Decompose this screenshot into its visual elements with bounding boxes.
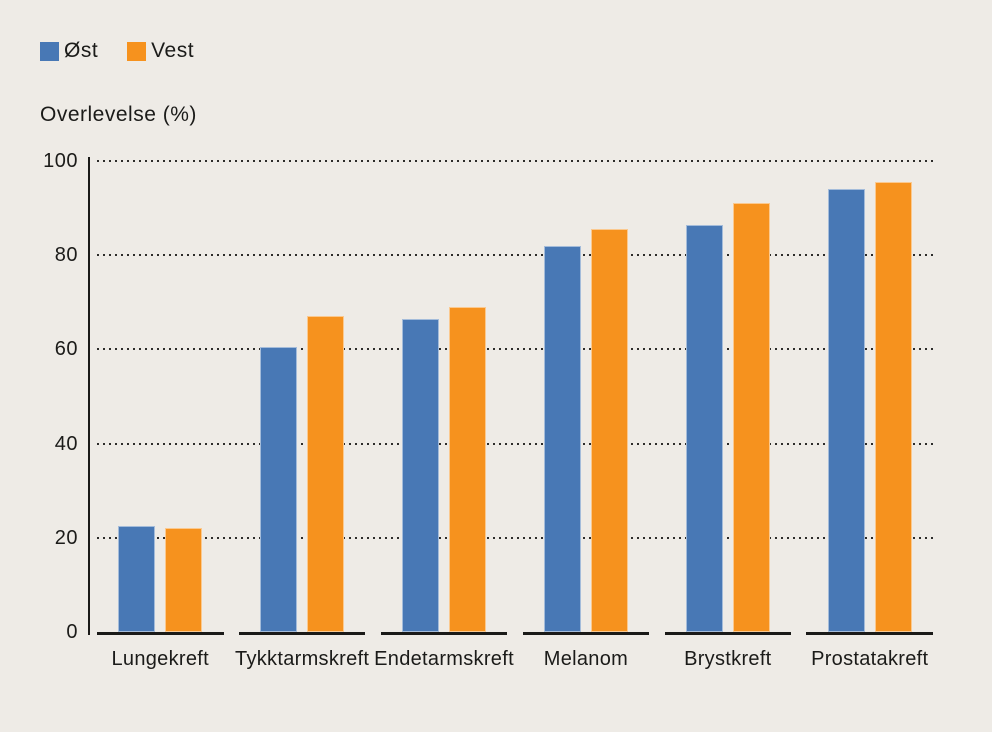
category-label-prostatakreft: Prostatakreft xyxy=(811,648,929,670)
bar-øst-prostatakreft xyxy=(827,189,865,632)
legend-item-ost: Øst xyxy=(40,39,98,63)
bar-group-lungekreft: Lungekreft xyxy=(97,161,224,670)
bar-group-endetarmskreft: Endetarmskreft xyxy=(374,161,514,670)
category-label-brystkreft: Brystkreft xyxy=(684,648,772,670)
bar-vest-tykktarmskreft xyxy=(307,316,345,632)
y-tick-100: 100 xyxy=(43,150,78,172)
category-label-lungekreft: Lungekreft xyxy=(111,648,210,670)
y-axis-title: Overlevelse (%) xyxy=(40,103,197,126)
bar-øst-brystkreft xyxy=(685,224,723,632)
legend: Øst Vest xyxy=(40,39,223,63)
bar-øst-endetarmskreft xyxy=(402,318,440,632)
bar-group-tykktarmskreft: Tykktarmskreft xyxy=(235,161,369,670)
gridline-100 xyxy=(97,160,933,162)
y-tick-60: 60 xyxy=(54,338,78,361)
bar-vest-brystkreft xyxy=(732,203,770,632)
bar-vest-endetarmskreft xyxy=(449,307,487,632)
bar-øst-tykktarmskreft xyxy=(260,347,298,632)
gridline-80 xyxy=(97,254,933,257)
y-tick-80: 80 xyxy=(54,244,78,267)
vest-swatch-icon xyxy=(127,41,147,61)
ost-swatch-icon xyxy=(40,41,59,61)
legend-label-ost: Øst xyxy=(64,39,99,62)
bar-øst-lungekreft xyxy=(118,526,156,632)
bar-group-prostatakreft: Prostatakreft xyxy=(806,161,933,670)
bar-øst-melanom xyxy=(543,245,581,632)
bar-chart: 0 20 40 60 80 100 Lungekreft Tykktarmskreft End… xyxy=(0,150,992,670)
gridline-60 xyxy=(97,348,933,351)
category-label-tykktarmskreft: Tykktarmskreft xyxy=(235,648,370,670)
y-tick-40: 40 xyxy=(54,432,78,455)
bar-vest-melanom xyxy=(590,229,628,632)
legend-label-vest: Vest xyxy=(151,39,195,62)
category-label-endetarmskreft: Endetarmskreft xyxy=(374,648,514,670)
bar-group-melanom: Melanom xyxy=(522,161,650,670)
bar-vest-lungekreft xyxy=(165,528,203,632)
legend-item-vest: Vest xyxy=(127,39,194,63)
gridline-40 xyxy=(97,442,933,445)
category-label-melanom: Melanom xyxy=(543,648,629,670)
gridline-20 xyxy=(97,536,933,539)
y-axis-line xyxy=(88,157,90,635)
bar-groups: Lungekreft Tykktarmskreft Endetarmskreft Me… xyxy=(97,161,933,670)
y-tick-0: 0 xyxy=(66,621,78,643)
bar-group-brystkreft: Brystkreft xyxy=(664,161,792,670)
bar-vest-prostatakreft xyxy=(874,182,912,632)
y-tick-20: 20 xyxy=(54,526,78,549)
